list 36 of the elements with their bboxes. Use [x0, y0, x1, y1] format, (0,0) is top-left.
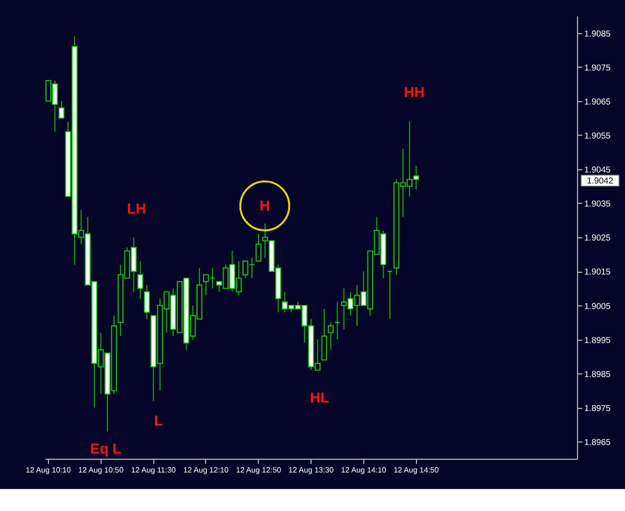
- candlestick: [256, 233, 262, 262]
- x-tick-label: 12 Aug 12:10: [183, 466, 229, 475]
- text: 1.9042: [586, 176, 614, 186]
- x-tick-label: 12 Aug 14:10: [341, 466, 386, 475]
- annotation: L: [154, 413, 163, 430]
- candlestick: [334, 302, 340, 340]
- x-tick-label: 12 Aug 14:50: [394, 466, 439, 475]
- candlestick: [137, 260, 144, 300]
- y-tick-label: 1.9075: [584, 62, 611, 72]
- candlestick: [144, 284, 150, 320]
- x-tick-label: 12 Aug 11:30: [131, 466, 176, 475]
- annotation: LH: [126, 201, 146, 218]
- candlestick: [321, 308, 328, 360]
- y-tick-label: 1.8995: [584, 334, 611, 345]
- y-tick-label: 1.9025: [584, 232, 611, 243]
- annotation: Eq L: [90, 441, 122, 458]
- candlestick: [387, 270, 393, 320]
- annotation: H: [260, 198, 270, 215]
- y-tick-label: 1.9085: [584, 28, 611, 38]
- y-tick-label: 1.9065: [584, 96, 611, 106]
- x-tick-label: 12 Aug 10:10: [26, 466, 71, 475]
- annotation: HH: [404, 84, 425, 101]
- x-tick-label: 12 Aug 12:50: [236, 466, 282, 475]
- x-tick-label: 12 Aug 10:50: [78, 466, 124, 475]
- candlestick: [58, 100, 64, 119]
- y-tick-label: 1.9035: [584, 198, 611, 209]
- y-tick-label: 1.9015: [584, 266, 611, 277]
- y-tick-label: 1.9045: [584, 164, 611, 175]
- y-tick-label: 1.8985: [584, 368, 611, 379]
- y-tick-label: 1.8975: [584, 403, 611, 413]
- candlestick: [328, 322, 334, 350]
- y-tick-label: 1.8965: [584, 437, 611, 448]
- annotation: HL: [310, 390, 330, 406]
- y-tick-label: 1.9005: [584, 300, 611, 311]
- x-tick-label: 12 Aug 13:30: [288, 466, 334, 475]
- y-tick-label: 1.9055: [584, 130, 611, 140]
